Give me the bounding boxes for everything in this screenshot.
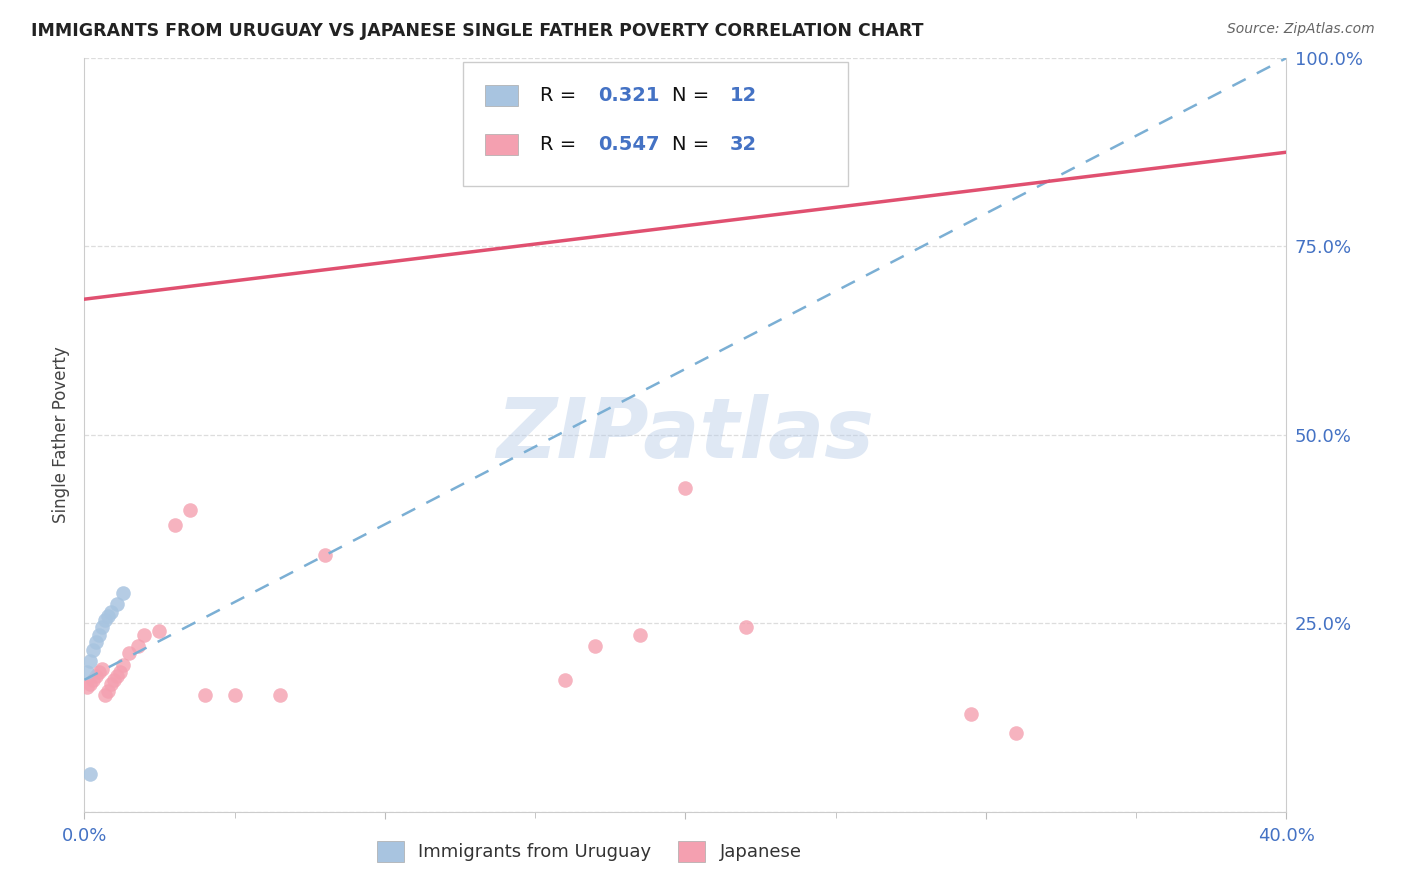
Text: R =: R = <box>540 87 582 105</box>
Point <box>224 688 246 702</box>
Text: 32: 32 <box>730 136 756 154</box>
Point <box>179 503 201 517</box>
Point <box>583 639 606 653</box>
Point <box>76 681 98 695</box>
Text: IMMIGRANTS FROM URUGUAY VS JAPANESE SINGLE FATHER POVERTY CORRELATION CHART: IMMIGRANTS FROM URUGUAY VS JAPANESE SING… <box>31 22 924 40</box>
Point <box>110 665 132 680</box>
FancyBboxPatch shape <box>485 134 519 155</box>
Point <box>127 639 149 653</box>
Text: R =: R = <box>540 136 582 154</box>
Point <box>76 665 98 680</box>
Point <box>628 627 651 641</box>
Point <box>94 613 117 627</box>
Text: Source: ZipAtlas.com: Source: ZipAtlas.com <box>1227 22 1375 37</box>
Point <box>107 669 129 683</box>
Point <box>112 586 135 600</box>
Point <box>86 669 108 683</box>
Point <box>97 684 120 698</box>
Point <box>134 627 156 641</box>
Point <box>82 642 104 657</box>
Point <box>148 624 170 638</box>
Text: N =: N = <box>672 136 716 154</box>
Text: 12: 12 <box>730 87 758 105</box>
FancyBboxPatch shape <box>485 85 519 106</box>
Point <box>269 688 291 702</box>
Point <box>194 688 217 702</box>
Point <box>960 706 983 721</box>
Point <box>163 518 186 533</box>
Point <box>494 156 516 170</box>
Point <box>734 620 756 634</box>
Point <box>86 635 108 649</box>
Point <box>91 620 114 634</box>
Point <box>97 608 120 623</box>
Point <box>107 598 129 612</box>
Point <box>89 665 111 680</box>
Text: 0.321: 0.321 <box>598 87 659 105</box>
Legend: Immigrants from Uruguay, Japanese: Immigrants from Uruguay, Japanese <box>367 831 811 871</box>
Point <box>100 676 122 690</box>
Point <box>675 481 697 495</box>
Point <box>112 657 135 672</box>
FancyBboxPatch shape <box>463 62 848 186</box>
Point <box>82 673 104 687</box>
Point <box>89 627 111 641</box>
Point <box>91 661 114 675</box>
Point <box>314 549 336 563</box>
Text: ZIPatlas: ZIPatlas <box>496 394 875 475</box>
Point <box>79 654 101 668</box>
Point <box>118 647 141 661</box>
Point <box>1005 725 1028 739</box>
Point <box>538 149 561 163</box>
Text: 0.547: 0.547 <box>598 136 659 154</box>
Text: N =: N = <box>672 87 716 105</box>
Point <box>94 688 117 702</box>
Y-axis label: Single Father Poverty: Single Father Poverty <box>52 346 70 524</box>
Point <box>79 676 101 690</box>
Point <box>79 767 101 781</box>
Point <box>100 605 122 619</box>
Point <box>554 673 576 687</box>
Point <box>103 673 125 687</box>
